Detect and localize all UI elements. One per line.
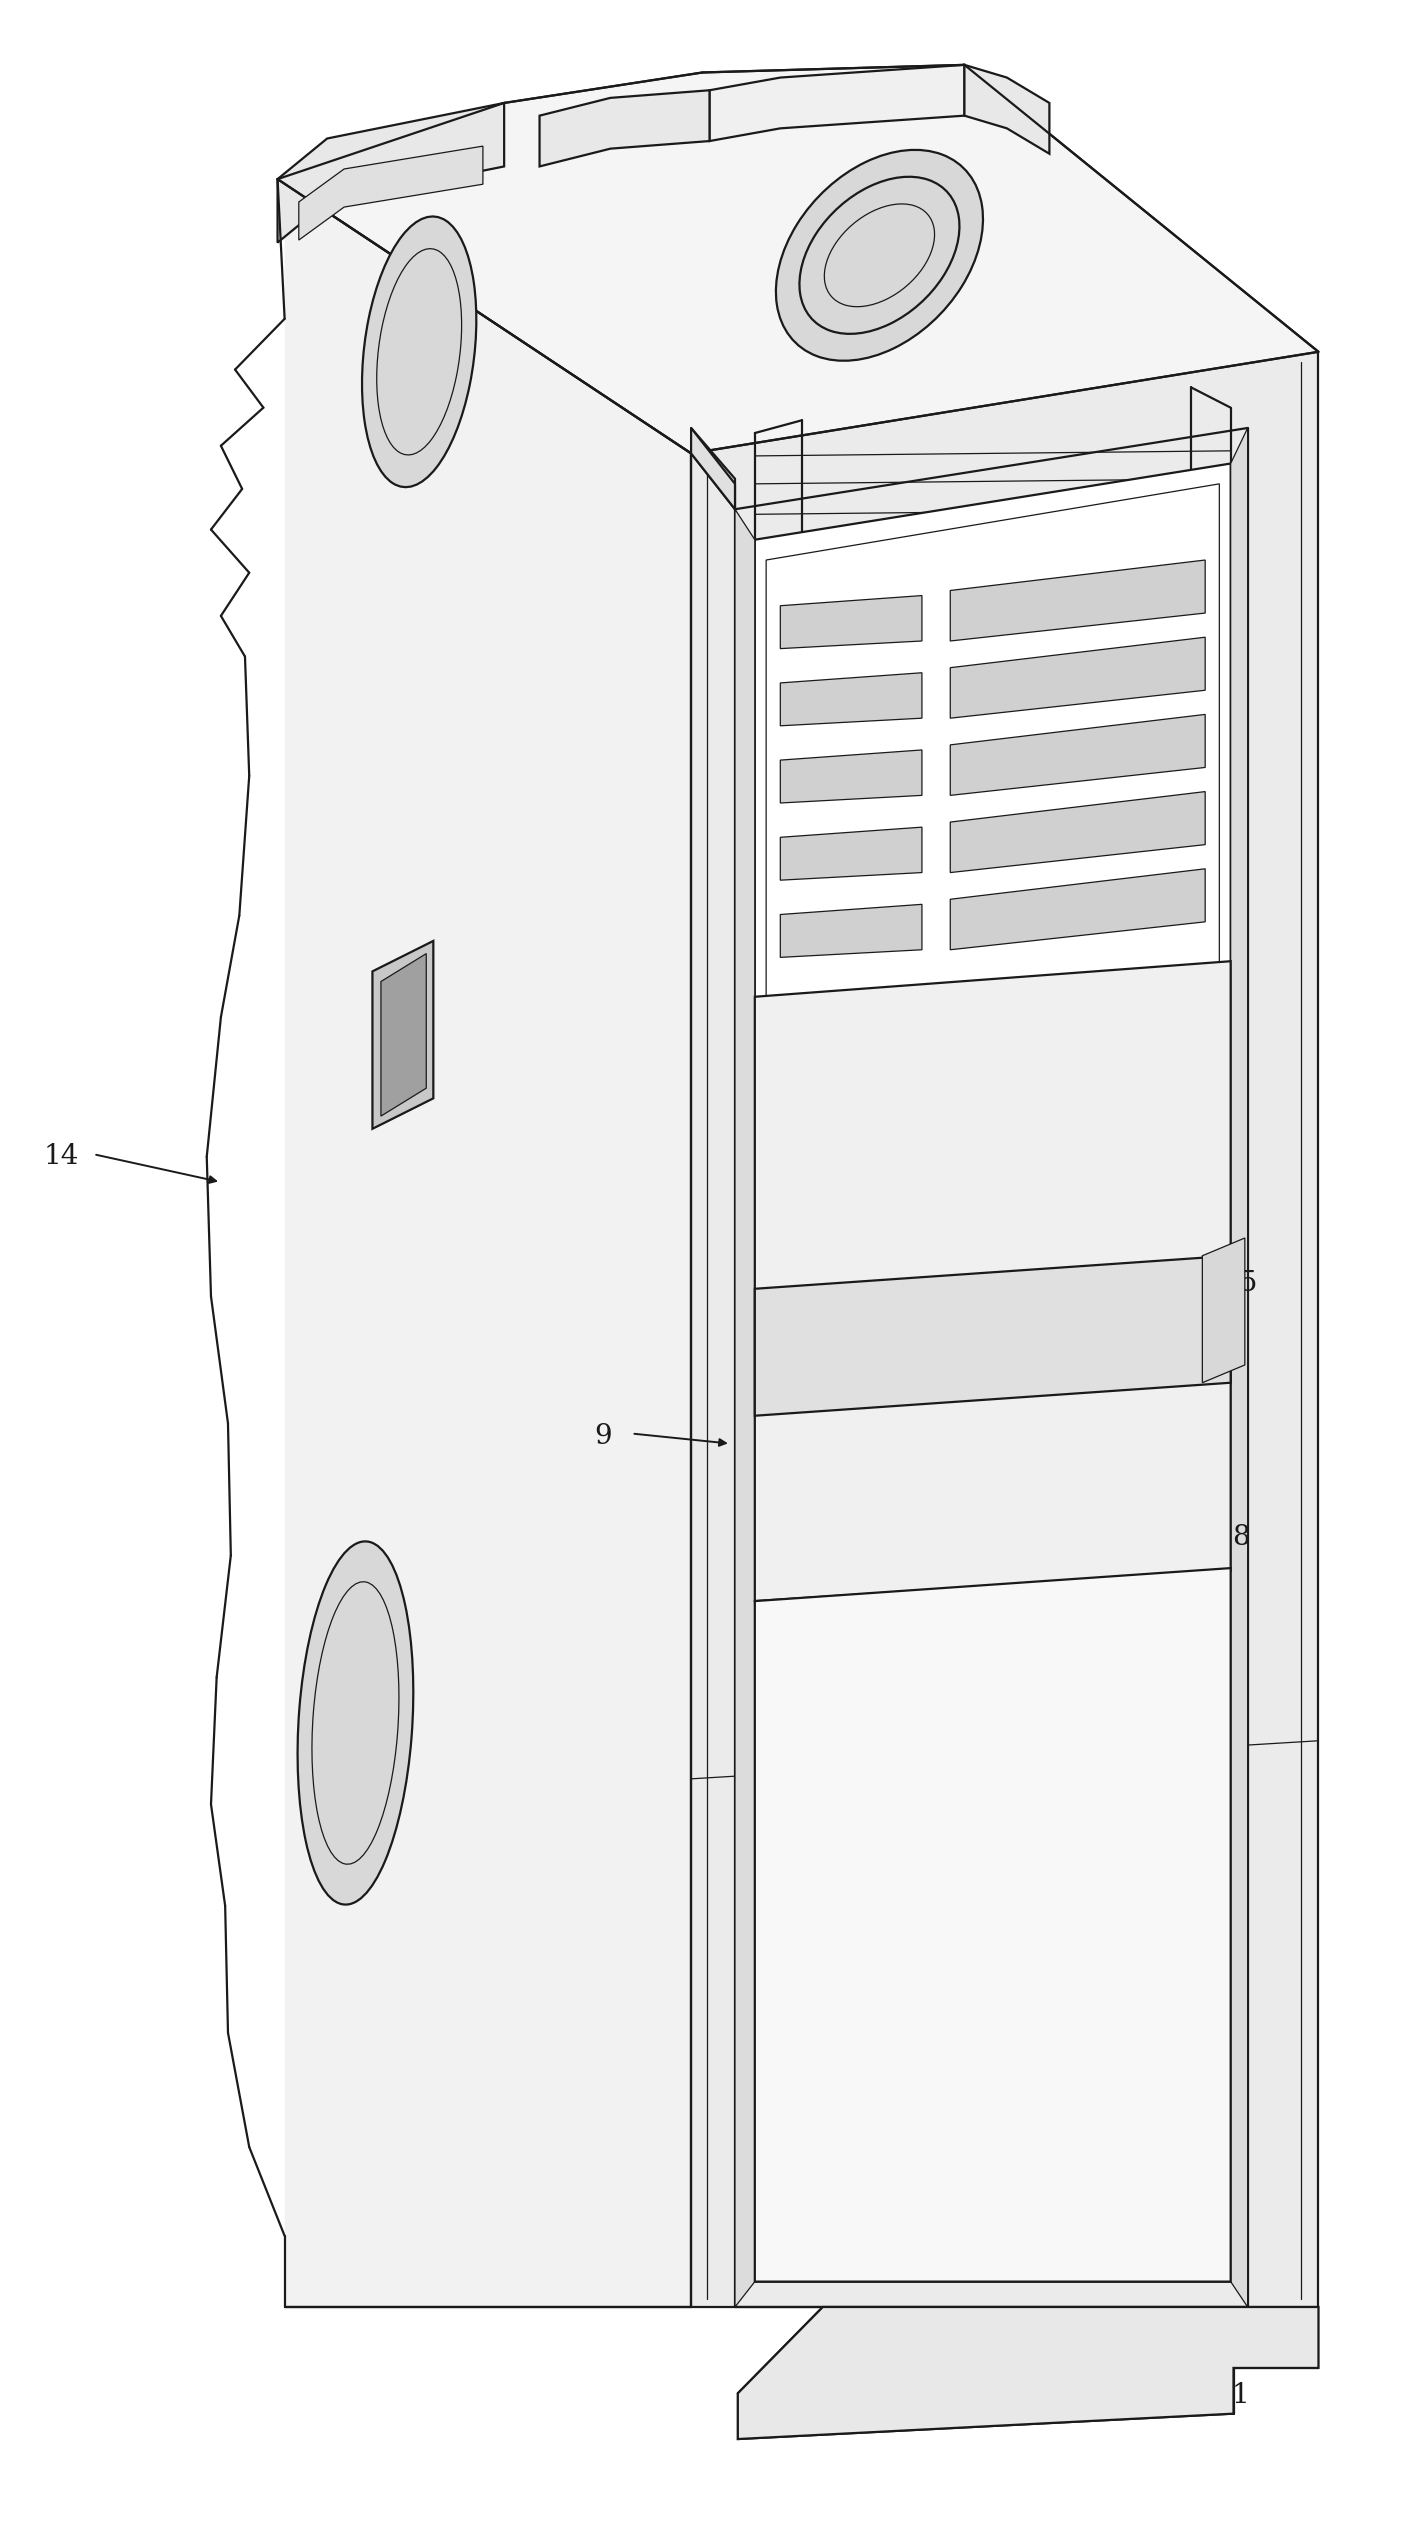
Ellipse shape [776,150,983,361]
Ellipse shape [298,1540,413,1904]
Polygon shape [951,559,1205,641]
Text: 8: 8 [1232,1525,1249,1551]
Text: 14: 14 [43,1144,78,1169]
Ellipse shape [917,1833,956,1879]
Polygon shape [951,638,1205,719]
Ellipse shape [934,1701,996,1782]
Text: 1: 1 [1232,2382,1250,2410]
Polygon shape [380,953,426,1116]
Polygon shape [951,869,1205,951]
Ellipse shape [979,1434,1063,1500]
Polygon shape [278,66,1318,452]
Ellipse shape [810,1782,850,1828]
Polygon shape [735,508,755,2308]
Polygon shape [780,826,922,880]
Polygon shape [780,750,922,803]
Polygon shape [755,961,1230,1601]
Polygon shape [285,178,691,2308]
Polygon shape [278,104,504,241]
Polygon shape [539,92,710,165]
Polygon shape [766,483,1219,2262]
Text: 9: 9 [595,1424,612,1449]
Polygon shape [691,427,735,508]
Polygon shape [738,2308,1318,2438]
Polygon shape [951,714,1205,796]
Polygon shape [1230,427,1247,2308]
Polygon shape [372,941,433,1129]
Text: 15: 15 [1223,1271,1259,1296]
Polygon shape [755,1568,1230,2283]
Polygon shape [1202,1238,1244,1383]
Polygon shape [780,905,922,958]
Polygon shape [710,66,965,140]
Polygon shape [965,66,1050,153]
Ellipse shape [1023,1795,1063,1840]
Polygon shape [951,791,1205,872]
Polygon shape [780,595,922,648]
Polygon shape [755,1256,1230,1416]
Ellipse shape [362,216,477,488]
Polygon shape [780,674,922,727]
Polygon shape [299,145,482,239]
Polygon shape [691,351,1318,2308]
Polygon shape [755,463,1230,2283]
